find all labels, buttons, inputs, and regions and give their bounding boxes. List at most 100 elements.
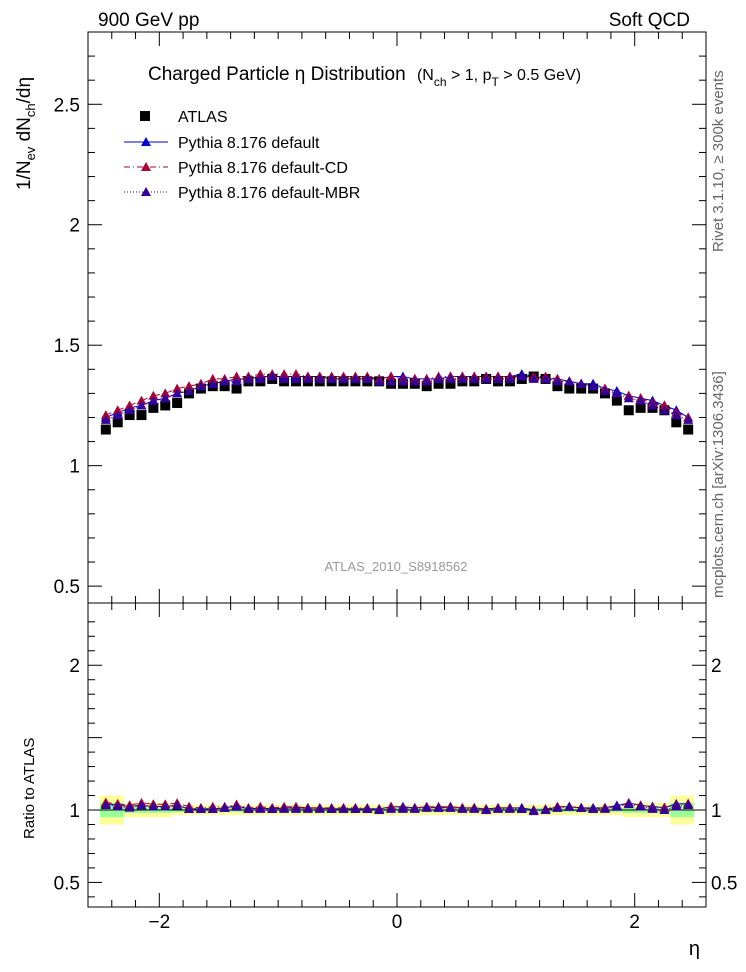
data-point-pythia-8-176-default-mbr [184,385,195,395]
ratio-y-tick-label-left: 2 [69,656,80,677]
data-point-pythia-8-176-default-mbr [599,385,610,395]
data-point-atlas [112,417,123,428]
main-y-tick-label: 2 [69,216,80,237]
ratio-point-pythia-8-176-default-mbr [172,800,183,810]
ratio-point-pythia-8-176-default-mbr [528,806,539,816]
x-tick-label: 0 [392,912,403,933]
ratio-point-pythia-8-176-default-mbr [207,803,218,813]
header-right-label: Soft QCD [609,10,690,31]
y-label-sub1: ev [23,146,38,160]
ratio-point-pythia-8-176-default-mbr [409,803,420,813]
data-point-pythia-8-176-default-mbr [588,381,599,391]
x-axis-label: η [689,938,700,960]
ratio-point-pythia-8-176-default-mbr [362,803,373,813]
legend-label-cd: Pythia 8.176 default-CD [178,160,348,177]
data-point-pythia-8-176-default-mbr [397,376,408,386]
data-point-atlas [683,424,694,435]
ratio-point-pythia-8-176-default-mbr [195,803,206,813]
ratio-point-pythia-8-176-default-mbr [552,802,563,812]
data-point-pythia-8-176-default-mbr [243,373,254,383]
ratio-point-pythia-8-176-default-mbr [124,802,135,812]
data-point-pythia-8-176-default-cd [207,373,218,383]
ratio-point-pythia-8-176-default-mbr [683,799,694,809]
legend-marker-default [141,137,151,146]
data-point-atlas [219,381,230,392]
data-point-pythia-8-176-default-mbr [302,373,313,383]
data-point-pythia-8-176-default-mbr [279,373,290,383]
data-point-pythia-8-176-default-cd [100,410,111,420]
ratio-point-pythia-8-176-default-mbr [493,803,504,813]
ratio-point-pythia-8-176-default-mbr [231,801,242,811]
axis-ticks [87,32,707,907]
data-point-pythia-8-176-default-mbr [611,388,622,398]
data-point-atlas [136,410,147,421]
ratio-y-axis-label: Ratio to ATLAS [21,738,38,839]
ratio-point-pythia-8-176-default-mbr [243,803,254,813]
data-point-pythia-8-176-default-cd [386,371,397,381]
ratio-point-pythia-8-176-default-mbr [481,805,492,815]
data-point-pythia-8-176-default-mbr [362,373,373,383]
data-point-atlas [635,402,646,413]
ratio-point-pythia-8-176-default-mbr [184,803,195,813]
ratio-point-pythia-8-176-default-mbr [564,801,575,811]
data-point-atlas [100,424,111,435]
data-point-pythia-8-176-default-cd [255,369,266,379]
data-point-pythia-8-176-default-mbr [255,373,266,383]
ratio-point-pythia-8-176-default-mbr [148,801,159,811]
data-point-pythia-8-176-default-mbr [338,373,349,383]
chart-title-cuts-close: > 0.5 GeV) [499,67,581,84]
data-point-atlas [160,400,171,411]
ratio-point-pythia-8-176-default-mbr [659,805,670,815]
ratio-point-pythia-8-176-default-mbr [516,803,527,813]
ratio-point-pythia-8-176-default-mbr [290,803,301,813]
data-point-pythia-8-176-default-mbr [671,410,682,420]
ratio-point-pythia-8-176-default-mbr [338,803,349,813]
data-point-pythia-8-176-default-mbr [445,373,456,383]
data-point-atlas [671,417,682,428]
main-y-tick-label: 0.5 [54,577,80,598]
data-point-atlas [576,383,587,394]
ratio-y-tick-label-right: 1 [711,801,722,822]
legend-marker-atlas [140,111,150,121]
legend-label-mbr: Pythia 8.176 default-MBR [178,185,360,202]
data-point-pythia-8-176-default-mbr [195,381,206,391]
data-point-atlas [421,381,432,392]
data-point-pythia-8-176-default-mbr [219,376,230,386]
ratio-point-pythia-8-176-default-mbr [326,803,337,813]
data-point-pythia-8-176-default-mbr [457,373,468,383]
ratio-y-tick-label-right: 2 [711,656,722,677]
axis-tick-labels: −2 0 2 0.5 1 1.5 2 2.5 0.5 0.5 1 1 2 2 [54,95,738,933]
y-label-part3: /dη [14,77,35,103]
data-point-pythia-8-176-default-mbr [290,373,301,383]
data-point-pythia-8-176-default-cd [279,369,290,379]
data-point-pythia-8-176-default-mbr [433,373,444,383]
ratio-point-pythia-8-176-default-mbr [433,802,444,812]
data-point-atlas [445,378,456,389]
x-tick-label: 2 [629,912,640,933]
ratio-plot-frame [87,602,707,908]
data-point-pythia-8-176-default-mbr [160,393,171,403]
data-point-atlas [433,378,444,389]
data-point-pythia-8-176-default-mbr [623,393,634,403]
data-point-pythia-8-176-default-cd [290,369,301,379]
data-point-pythia-8-176-default-mbr [647,400,658,410]
ratio-point-pythia-8-176-default-mbr [623,799,634,809]
data-point-pythia-8-176-default-mbr [516,371,527,381]
data-point-atlas [172,398,183,409]
data-point-atlas [623,405,634,416]
data-point-pythia-8-176-default-mbr [350,373,361,383]
legend: ATLAS Pythia 8.176 default Pythia 8.176 … [124,109,360,202]
y-label-part1: 1/N [14,160,35,190]
data-point-pythia-8-176-default-mbr [504,373,515,383]
data-point-pythia-8-176-default-mbr [683,414,694,424]
y-label-sub2: ch [23,103,38,117]
chart-title-cuts-open: (N [417,67,434,84]
ratio-point-pythia-8-176-default-mbr [160,801,171,811]
legend-label-default: Pythia 8.176 default [178,135,320,152]
ratio-point-pythia-8-176-default-mbr [457,803,468,813]
ratio-point-pythia-8-176-default-mbr [302,803,313,813]
ratio-point-pythia-8-176-default-mbr [279,803,290,813]
y-label-part2: dN [14,117,35,147]
mcplots-label: mcplots.cern.ch [arXiv:1306.3436] [710,371,727,598]
